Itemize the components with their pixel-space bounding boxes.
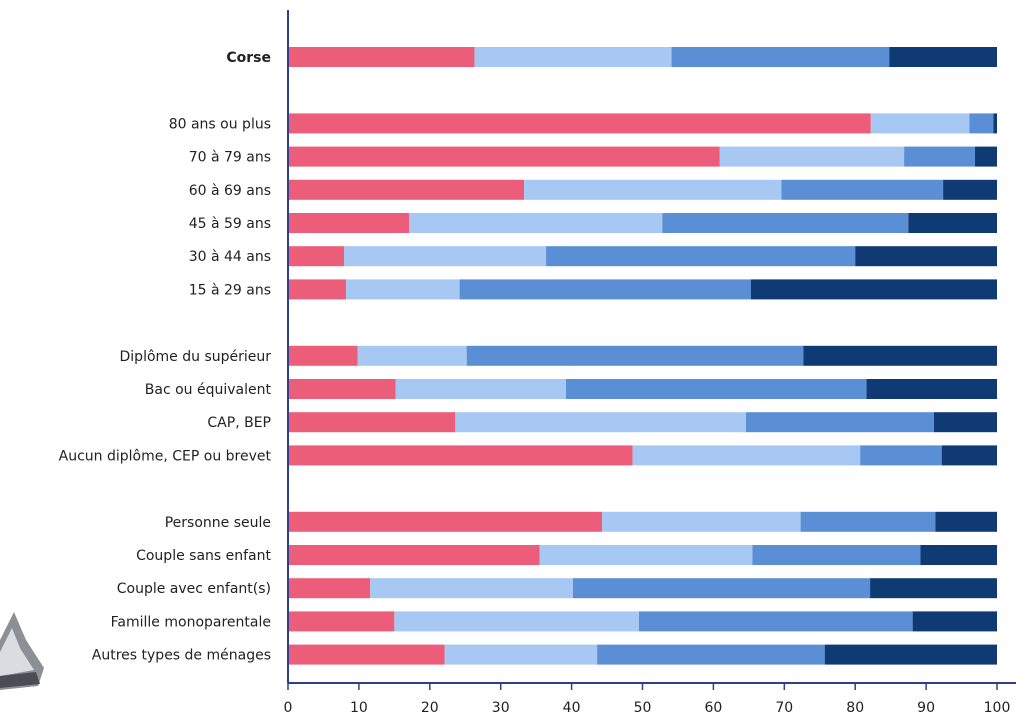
bar-segment-couple-sans-enfant-s3 xyxy=(752,545,921,565)
bar-segment-15-a-29-ans-s2 xyxy=(346,279,460,300)
bar-segment-autres-types-de-menages-s3 xyxy=(597,644,825,665)
category-label-bac-ou-equivalent: Bac ou équivalent xyxy=(145,382,272,398)
bar-segment-cap-bep-s4 xyxy=(933,412,997,433)
bar-segment-diplome-du-superieur-s4 xyxy=(803,345,997,366)
bar-segment-45-a-59-ans-s3 xyxy=(662,213,909,233)
bar-segment-cap-bep-s1 xyxy=(288,412,456,433)
bar-segment-couple-avec-enfant-s-s2 xyxy=(370,578,574,599)
bar-segment-personne-seule-s1 xyxy=(288,511,603,532)
bar-segment-15-a-29-ans-s4 xyxy=(750,279,997,300)
bar-segment-corse-s3 xyxy=(671,47,890,67)
category-label-diplome-du-superieur: Diplôme du supérieur xyxy=(120,349,272,365)
bar-segment-aucun-diplome-cep-ou-brevet-s3 xyxy=(860,445,942,466)
bar-segment-corse-s4 xyxy=(889,47,997,67)
bar-segment-45-a-59-ans-s1 xyxy=(288,213,410,233)
bar-segment-autres-types-de-menages-s4 xyxy=(824,644,997,665)
bar-segment-personne-seule-s2 xyxy=(602,511,801,532)
category-label-couple-sans-enfant: Couple sans enfant xyxy=(136,548,271,564)
bar-segment-aucun-diplome-cep-ou-brevet-s1 xyxy=(288,445,633,466)
category-label-cap-bep: CAP, BEP xyxy=(207,415,271,431)
bar-segment-70-a-79-ans-s4 xyxy=(975,146,997,167)
category-label-autres-types-de-menages: Autres types de ménages xyxy=(92,648,271,664)
bar-segment-famille-monoparentale-s2 xyxy=(394,611,639,632)
x-tick-label-10: 10 xyxy=(350,700,368,716)
bar-segment-personne-seule-s4 xyxy=(935,511,997,532)
bar-segment-60-a-69-ans-s4 xyxy=(943,179,997,200)
bar-segment-aucun-diplome-cep-ou-brevet-s2 xyxy=(632,445,861,466)
bar-segment-bac-ou-equivalent-s3 xyxy=(565,379,867,399)
bar-segment-famille-monoparentale-s4 xyxy=(912,611,997,632)
bar-segment-30-a-44-ans-s2 xyxy=(344,246,547,267)
category-label-famille-monoparentale: Famille monoparentale xyxy=(111,614,271,630)
x-tick-label-90: 90 xyxy=(917,700,935,716)
bar-segment-couple-avec-enfant-s-s3 xyxy=(573,578,871,599)
x-tick-label-0: 0 xyxy=(284,700,293,716)
category-label-45-a-59-ans: 45 à 59 ans xyxy=(189,216,271,232)
bar-segment-autres-types-de-menages-s1 xyxy=(288,644,445,665)
bar-segment-cap-bep-s3 xyxy=(746,412,934,433)
bar-segment-famille-monoparentale-s1 xyxy=(288,611,395,632)
bar-segment-30-a-44-ans-s3 xyxy=(546,246,856,267)
category-label-60-a-69-ans: 60 à 69 ans xyxy=(189,183,271,199)
category-label-corse: Corse xyxy=(226,50,271,66)
bar-segment-famille-monoparentale-s3 xyxy=(638,611,913,632)
bar-segment-corse-s2 xyxy=(474,47,672,67)
x-axis-ticks: 0 10 20 30 40 50 60 70 80 90 100 xyxy=(284,683,1011,716)
bar-segment-diplome-du-superieur-s2 xyxy=(357,345,467,366)
category-label-personne-seule: Personne seule xyxy=(165,515,271,531)
bar-segment-autres-types-de-menages-s2 xyxy=(444,644,598,665)
bar-segment-couple-avec-enfant-s-s4 xyxy=(870,578,997,599)
bar-segment-70-a-79-ans-s2 xyxy=(719,146,905,167)
category-label-couple-avec-enfant-s: Couple avec enfant(s) xyxy=(117,581,271,597)
bar-segment-corse-s1 xyxy=(288,47,475,67)
bar-segment-personne-seule-s3 xyxy=(800,511,936,532)
category-label-15-a-29-ans: 15 à 29 ans xyxy=(189,282,271,298)
bar-segment-bac-ou-equivalent-s2 xyxy=(395,379,566,399)
bar-segment-couple-sans-enfant-s2 xyxy=(539,545,753,565)
bar-segment-80-ans-ou-plus-s1 xyxy=(288,113,871,134)
bar-segment-couple-sans-enfant-s1 xyxy=(288,545,540,565)
category-label-aucun-diplome-cep-ou-brevet: Aucun diplôme, CEP ou brevet xyxy=(59,448,272,464)
x-tick-label-50: 50 xyxy=(634,700,652,716)
x-tick-label-40: 40 xyxy=(563,700,581,716)
bar-segment-aucun-diplome-cep-ou-brevet-s4 xyxy=(941,445,997,466)
bar-segment-bac-ou-equivalent-s4 xyxy=(866,379,997,399)
bar-segment-cap-bep-s2 xyxy=(455,412,747,433)
x-tick-label-70: 70 xyxy=(775,700,793,716)
category-label-70-a-79-ans: 70 à 79 ans xyxy=(189,150,271,166)
bar-segment-70-a-79-ans-s1 xyxy=(288,146,720,167)
category-label-80-ans-ou-plus: 80 ans ou plus xyxy=(169,116,271,132)
category-label-30-a-44-ans: 30 à 44 ans xyxy=(189,249,271,265)
bar-segment-30-a-44-ans-s1 xyxy=(288,246,345,267)
bar-segment-45-a-59-ans-s4 xyxy=(908,213,997,233)
x-tick-label-80: 80 xyxy=(846,700,864,716)
bar-segment-80-ans-ou-plus-s3 xyxy=(969,113,994,134)
bar-segment-60-a-69-ans-s2 xyxy=(524,179,782,200)
bars-layer xyxy=(288,47,997,665)
bar-segment-30-a-44-ans-s4 xyxy=(855,246,997,267)
bar-segment-70-a-79-ans-s3 xyxy=(904,146,976,167)
bar-segment-60-a-69-ans-s3 xyxy=(781,179,944,200)
bar-segment-80-ans-ou-plus-s4 xyxy=(993,113,997,134)
bar-segment-15-a-29-ans-s1 xyxy=(288,279,347,300)
x-tick-label-30: 30 xyxy=(492,700,510,716)
x-tick-label-100: 100 xyxy=(984,700,1011,716)
x-tick-label-20: 20 xyxy=(421,700,439,716)
bar-segment-80-ans-ou-plus-s2 xyxy=(870,113,970,134)
bar-segment-15-a-29-ans-s3 xyxy=(459,279,751,300)
category-labels: Corse 80 ans ou plus 70 à 79 ans 60 à 69 an… xyxy=(59,50,272,664)
bar-segment-couple-avec-enfant-s-s1 xyxy=(288,578,371,599)
bar-segment-diplome-du-superieur-s1 xyxy=(288,345,358,366)
bar-segment-couple-sans-enfant-s4 xyxy=(920,545,997,565)
bar-segment-diplome-du-superieur-s3 xyxy=(466,345,804,366)
bar-segment-60-a-69-ans-s1 xyxy=(288,179,525,200)
bar-segment-bac-ou-equivalent-s1 xyxy=(288,379,396,399)
x-tick-label-60: 60 xyxy=(704,700,722,716)
metallic-object-fragment xyxy=(0,612,44,690)
bar-segment-45-a-59-ans-s2 xyxy=(409,213,663,233)
